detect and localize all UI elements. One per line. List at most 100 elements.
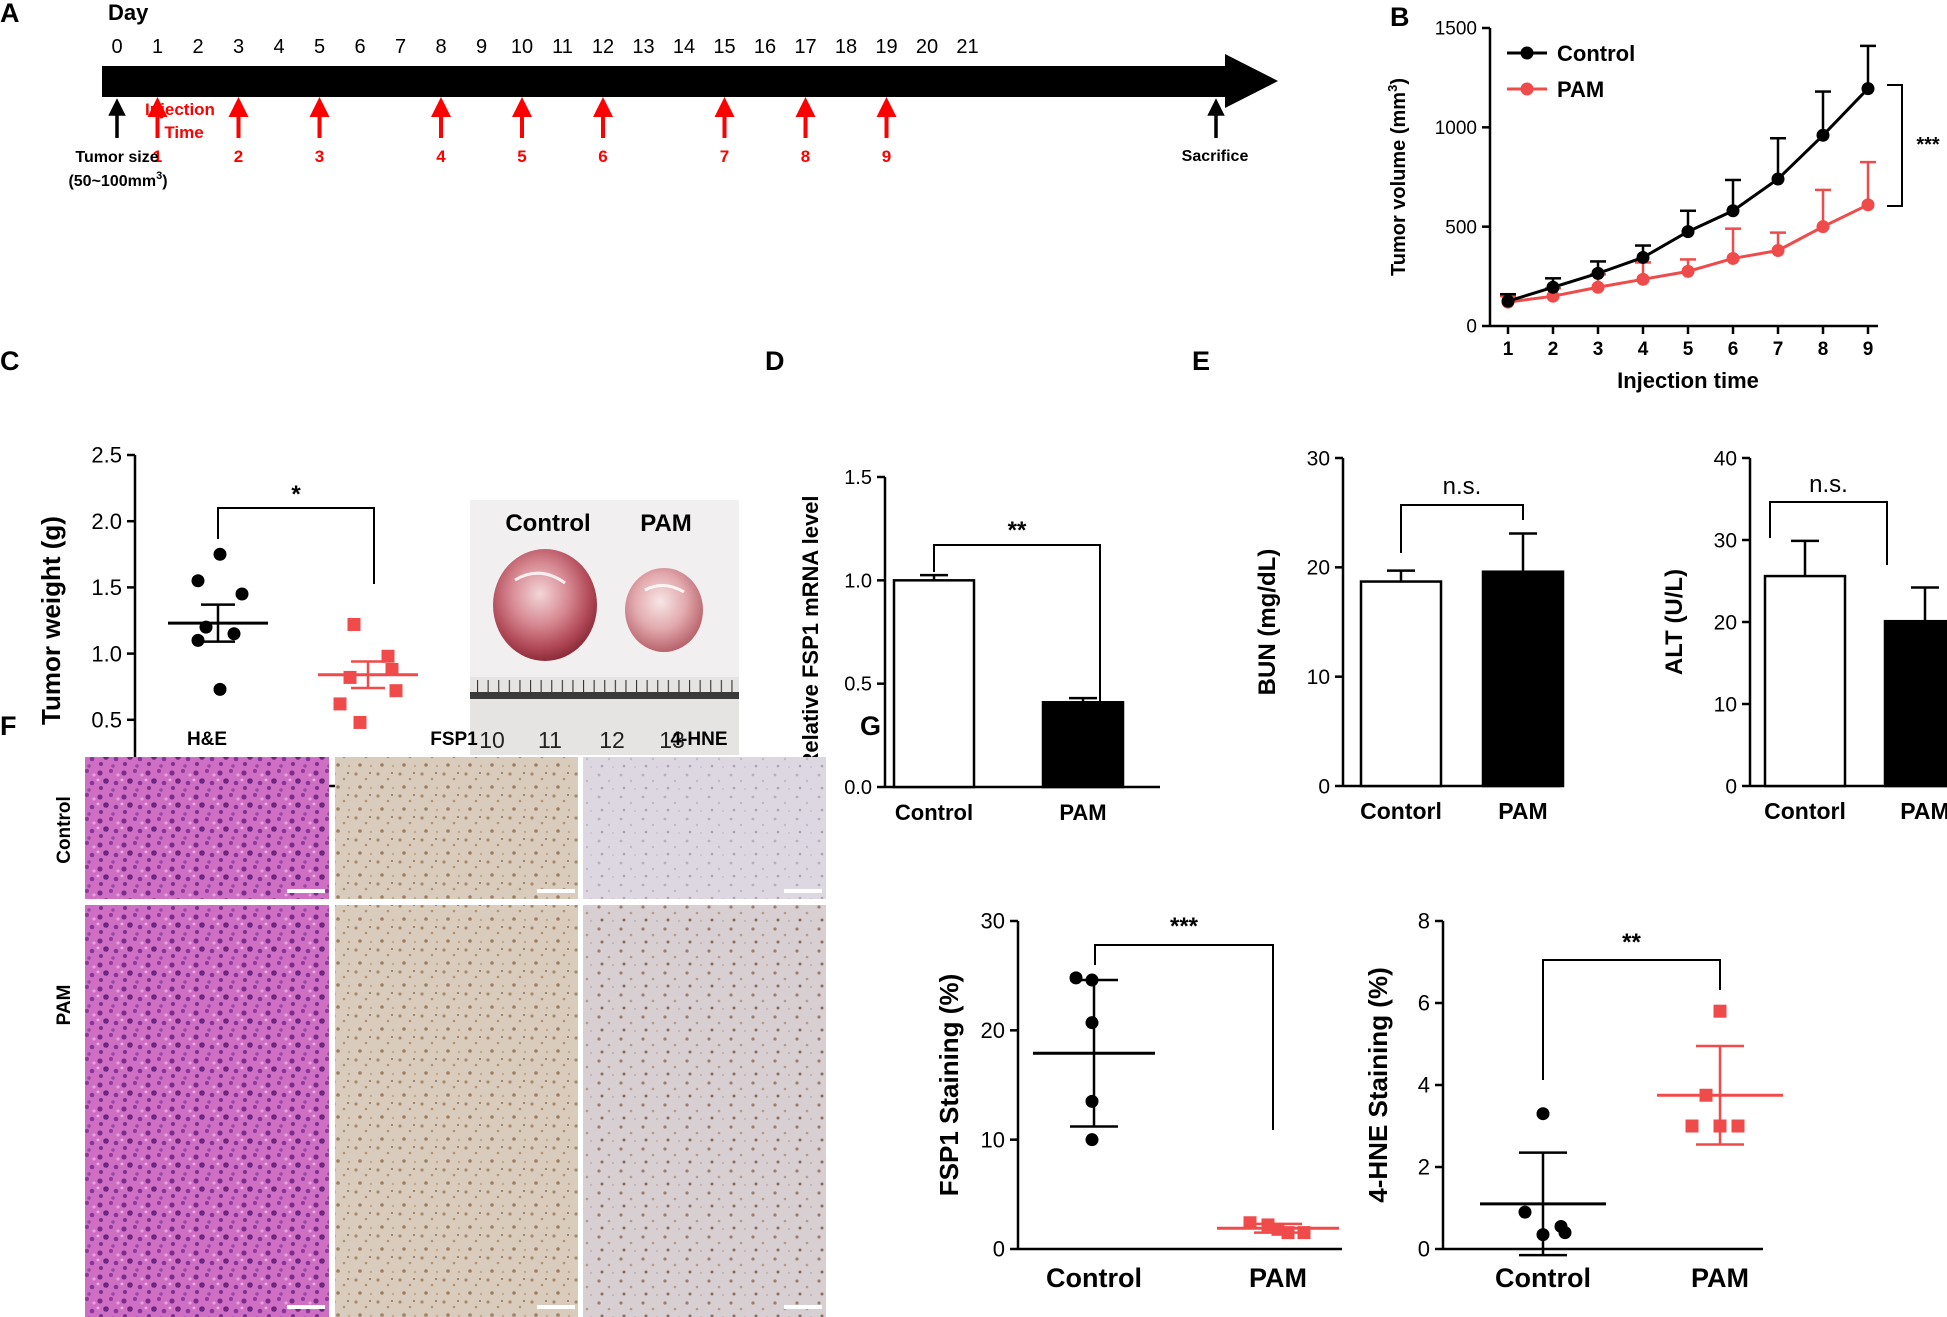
data-point-control bbox=[1591, 266, 1605, 280]
ruler-number: 10 bbox=[479, 727, 505, 753]
timeline-arrow bbox=[102, 54, 1278, 108]
injection-number: 5 bbox=[517, 147, 526, 166]
timeline-day-11: 11 bbox=[552, 36, 573, 58]
x-tick-label: PAM bbox=[1059, 800, 1106, 825]
x-tick-label: 9 bbox=[1863, 339, 1874, 360]
scale-bar bbox=[287, 1305, 325, 1309]
data-point-control bbox=[1771, 172, 1785, 186]
panel-label-d: D bbox=[765, 346, 785, 376]
y-axis-label: BUN (mg/dL) bbox=[1254, 549, 1281, 696]
data-point-control bbox=[1726, 204, 1740, 218]
injection-number: 1 bbox=[153, 147, 162, 166]
y-tick-label: 0 bbox=[993, 1237, 1005, 1262]
data-point-pam bbox=[1861, 198, 1875, 212]
micrograph-4hne-pam bbox=[583, 905, 826, 1317]
y-tick-label: 1.5 bbox=[91, 575, 122, 600]
x-tick-label: PAM bbox=[1498, 798, 1547, 824]
tumor-size-range-main: (50~100mm bbox=[68, 173, 156, 190]
y-tick-label: 2.0 bbox=[91, 509, 122, 534]
y-tick-label: 1.5 bbox=[844, 467, 872, 489]
data-point-control bbox=[213, 682, 227, 696]
photo-label-pam: PAM bbox=[640, 510, 692, 537]
significance-bracket bbox=[1094, 944, 1274, 1130]
data-point-pam bbox=[1281, 1226, 1295, 1240]
data-point-control bbox=[1546, 280, 1560, 294]
injection-arrows: 1 2 3 4 5 6 7 8 9 bbox=[147, 97, 897, 166]
scale-bar bbox=[784, 1305, 822, 1309]
data-point-pam bbox=[1726, 251, 1740, 265]
x-tick-label: PAM bbox=[1249, 1263, 1307, 1293]
y-axis-label-end: ) bbox=[1388, 78, 1410, 85]
y-tick-label: 0.0 bbox=[844, 777, 872, 799]
micrograph-fsp1-pam bbox=[335, 905, 578, 1317]
timeline-day-3: 3 bbox=[233, 36, 244, 58]
y-axis-label-text: BUN (mg/dL) bbox=[1254, 549, 1281, 696]
tumor-size-sup: 3 bbox=[156, 170, 162, 182]
panel-label-e: E bbox=[1192, 346, 1210, 376]
significance-bracket bbox=[1887, 84, 1903, 207]
data-point-pam bbox=[333, 697, 347, 711]
timeline-day-21: 21 bbox=[956, 36, 978, 58]
chart-d-fsp1-mrna: 0.0 0.5 1.0 1.5 Relative FSP1 mRNA level Cont… bbox=[798, 467, 1160, 825]
timeline-day-14: 14 bbox=[673, 36, 695, 58]
data-point-control bbox=[191, 633, 205, 647]
ruler-ticks bbox=[472, 677, 739, 692]
tumor-photo: Control PAM 10 11 12 13 bbox=[470, 500, 739, 755]
scale-bar bbox=[537, 889, 575, 893]
timeline-panel: Day 0 1 2 3 4 5 6 7 8 9 10 11 12 13 14 15 16 17 18 19 20 21 I… bbox=[68, 0, 1278, 190]
significance-label: n.s. bbox=[1809, 471, 1848, 498]
micrograph-4hne-control bbox=[583, 757, 826, 899]
micro-col-he: H&E bbox=[187, 729, 227, 750]
panel-label-c: C bbox=[0, 346, 20, 376]
data-point-pam bbox=[1699, 1088, 1713, 1102]
injection-number: 8 bbox=[801, 147, 810, 166]
y-tick-label: 2.5 bbox=[91, 443, 122, 468]
legend-marker bbox=[1520, 46, 1534, 60]
y-tick-label: 20 bbox=[981, 1018, 1005, 1043]
timeline-day-2: 2 bbox=[192, 36, 203, 58]
y-tick-label: 0.5 bbox=[844, 674, 872, 696]
timeline-day-20: 20 bbox=[916, 36, 938, 58]
chart-e-bun: 0 10 20 30 BUN (mg/dL) Contorl PAM n.s. bbox=[1254, 447, 1565, 824]
injection-number: 7 bbox=[720, 147, 729, 166]
injection-number: 3 bbox=[315, 147, 324, 166]
data-point-control bbox=[191, 574, 205, 588]
x-tick-label: 4 bbox=[1638, 339, 1649, 360]
y-axis-label: FSP1 Staining (%) bbox=[934, 974, 964, 1196]
tumor-pam-highlight bbox=[644, 584, 685, 594]
photo-label-control: Control bbox=[505, 510, 590, 537]
micrograph-grid: H&E FSP1 4-HNE Control PAM bbox=[54, 729, 826, 1317]
panel-label-f: F bbox=[0, 711, 17, 741]
y-tick-label: 0 bbox=[1725, 775, 1737, 798]
x-axis-label: Injection time bbox=[1617, 368, 1759, 393]
x-tick-label: PAM bbox=[1900, 798, 1947, 824]
bar-pam bbox=[1041, 701, 1125, 789]
legend-label-control: Control bbox=[1557, 41, 1635, 66]
y-axis-label: Tumor volume (mm3) bbox=[1385, 78, 1410, 276]
micro-col-4hne: 4-HNE bbox=[670, 729, 727, 750]
x-tick-label: Control bbox=[895, 800, 973, 825]
data-point-pam bbox=[1816, 220, 1830, 234]
chart-g-fsp1-staining: 0 10 20 30 FSP1 Staining (%) Control PAM *** bbox=[934, 909, 1342, 1293]
significance-bracket bbox=[1400, 504, 1524, 553]
y-axis-label-text: Tumor weight (g) bbox=[36, 516, 66, 725]
y-tick-label: 500 bbox=[1445, 217, 1477, 238]
timeline-day-9: 9 bbox=[476, 36, 487, 58]
data-point-pam bbox=[353, 715, 367, 729]
legend-label-pam: PAM bbox=[1557, 77, 1604, 102]
y-tick-label: 0 bbox=[1418, 1237, 1430, 1262]
y-tick-label: 8 bbox=[1418, 909, 1430, 934]
micro-row-pam: PAM bbox=[54, 985, 75, 1026]
bar-control bbox=[892, 579, 976, 789]
x-tick-label: PAM bbox=[1691, 1263, 1749, 1293]
bar-contorl bbox=[1763, 574, 1847, 788]
timeline-day-1: 1 bbox=[152, 36, 163, 58]
significance-label: *** bbox=[1916, 134, 1940, 156]
y-tick-label: 0 bbox=[1466, 317, 1477, 338]
data-point-control bbox=[1085, 1094, 1099, 1108]
x-tick-label: Contorl bbox=[1764, 798, 1846, 824]
data-point-pam bbox=[1731, 1119, 1745, 1133]
data-point-pam bbox=[381, 649, 395, 663]
data-point-control bbox=[1636, 250, 1650, 264]
